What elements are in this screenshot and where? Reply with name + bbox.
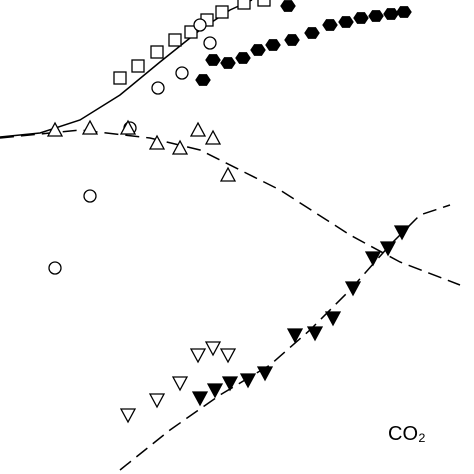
data-point bbox=[206, 383, 224, 399]
data-point bbox=[393, 225, 411, 241]
data-point bbox=[338, 16, 354, 28]
data-point bbox=[344, 281, 362, 297]
data-point bbox=[168, 33, 182, 47]
data-point bbox=[148, 134, 166, 150]
data-point bbox=[237, 0, 251, 10]
data-point bbox=[148, 393, 166, 409]
data-point bbox=[353, 12, 369, 24]
data-point bbox=[284, 34, 300, 46]
data-point bbox=[235, 52, 251, 64]
data-point bbox=[265, 39, 281, 51]
data-point bbox=[219, 166, 237, 182]
data-point bbox=[205, 54, 221, 66]
data-point bbox=[131, 59, 145, 73]
data-point bbox=[191, 391, 209, 407]
data-point bbox=[280, 0, 296, 12]
data-point bbox=[286, 328, 304, 344]
data-point bbox=[48, 261, 62, 275]
data-point bbox=[171, 376, 189, 392]
data-point bbox=[189, 121, 207, 137]
data-point bbox=[379, 241, 397, 257]
data-point bbox=[396, 6, 412, 18]
data-point bbox=[250, 44, 266, 56]
data-point bbox=[171, 139, 189, 155]
data-point bbox=[175, 66, 189, 80]
data-point bbox=[113, 71, 127, 85]
annotation: CO₂ bbox=[388, 423, 426, 445]
data-point bbox=[368, 10, 384, 22]
data-point bbox=[304, 27, 320, 39]
data-point bbox=[220, 57, 236, 69]
fit-line bbox=[0, 129, 461, 286]
data-point bbox=[219, 348, 237, 364]
data-point bbox=[221, 376, 239, 392]
data-point bbox=[83, 189, 97, 203]
data-point bbox=[204, 341, 222, 357]
data-point bbox=[203, 36, 217, 50]
data-point bbox=[257, 0, 271, 7]
data-point bbox=[184, 25, 198, 39]
data-point bbox=[189, 348, 207, 364]
data-point bbox=[195, 74, 211, 86]
data-point bbox=[256, 366, 274, 382]
data-point bbox=[119, 408, 137, 424]
data-point bbox=[151, 81, 165, 95]
data-point bbox=[204, 129, 222, 145]
data-point bbox=[239, 373, 257, 389]
data-point bbox=[46, 121, 64, 137]
data-point bbox=[383, 8, 399, 20]
data-point bbox=[322, 19, 338, 31]
data-point bbox=[324, 311, 342, 327]
data-point bbox=[215, 5, 229, 19]
data-point bbox=[119, 119, 137, 135]
data-point bbox=[81, 119, 99, 135]
data-point bbox=[306, 326, 324, 342]
fit-line bbox=[0, 0, 253, 138]
data-point bbox=[193, 18, 207, 32]
data-point bbox=[150, 45, 164, 59]
data-point bbox=[364, 251, 382, 267]
